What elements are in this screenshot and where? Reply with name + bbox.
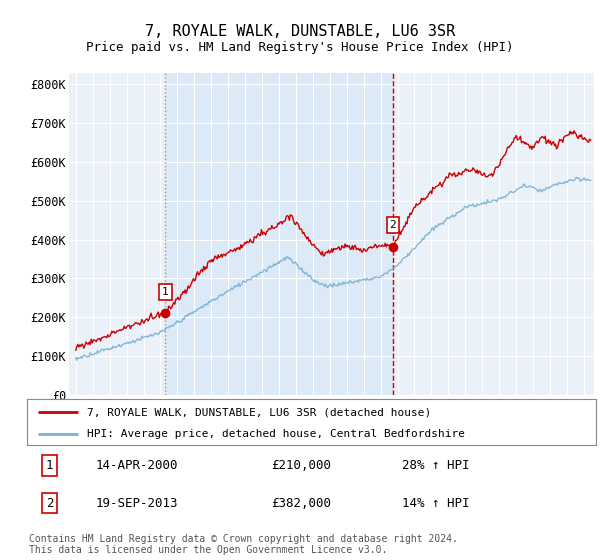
Text: 7, ROYALE WALK, DUNSTABLE, LU6 3SR: 7, ROYALE WALK, DUNSTABLE, LU6 3SR <box>145 24 455 39</box>
Bar <box>166 73 393 395</box>
Text: 1: 1 <box>162 287 169 297</box>
Text: 28% ↑ HPI: 28% ↑ HPI <box>403 459 470 472</box>
Text: Price paid vs. HM Land Registry's House Price Index (HPI): Price paid vs. HM Land Registry's House … <box>86 41 514 54</box>
Text: 14% ↑ HPI: 14% ↑ HPI <box>403 497 470 510</box>
Text: 7, ROYALE WALK, DUNSTABLE, LU6 3SR (detached house): 7, ROYALE WALK, DUNSTABLE, LU6 3SR (deta… <box>87 407 431 417</box>
Text: 2: 2 <box>46 497 53 510</box>
Text: HPI: Average price, detached house, Central Bedfordshire: HPI: Average price, detached house, Cent… <box>87 429 465 438</box>
Text: 14-APR-2000: 14-APR-2000 <box>95 459 178 472</box>
Text: £382,000: £382,000 <box>272 497 332 510</box>
Text: 2: 2 <box>389 220 396 230</box>
Text: 19-SEP-2013: 19-SEP-2013 <box>95 497 178 510</box>
Text: Contains HM Land Registry data © Crown copyright and database right 2024.
This d: Contains HM Land Registry data © Crown c… <box>29 534 458 555</box>
Text: 1: 1 <box>46 459 53 472</box>
Text: £210,000: £210,000 <box>272 459 332 472</box>
